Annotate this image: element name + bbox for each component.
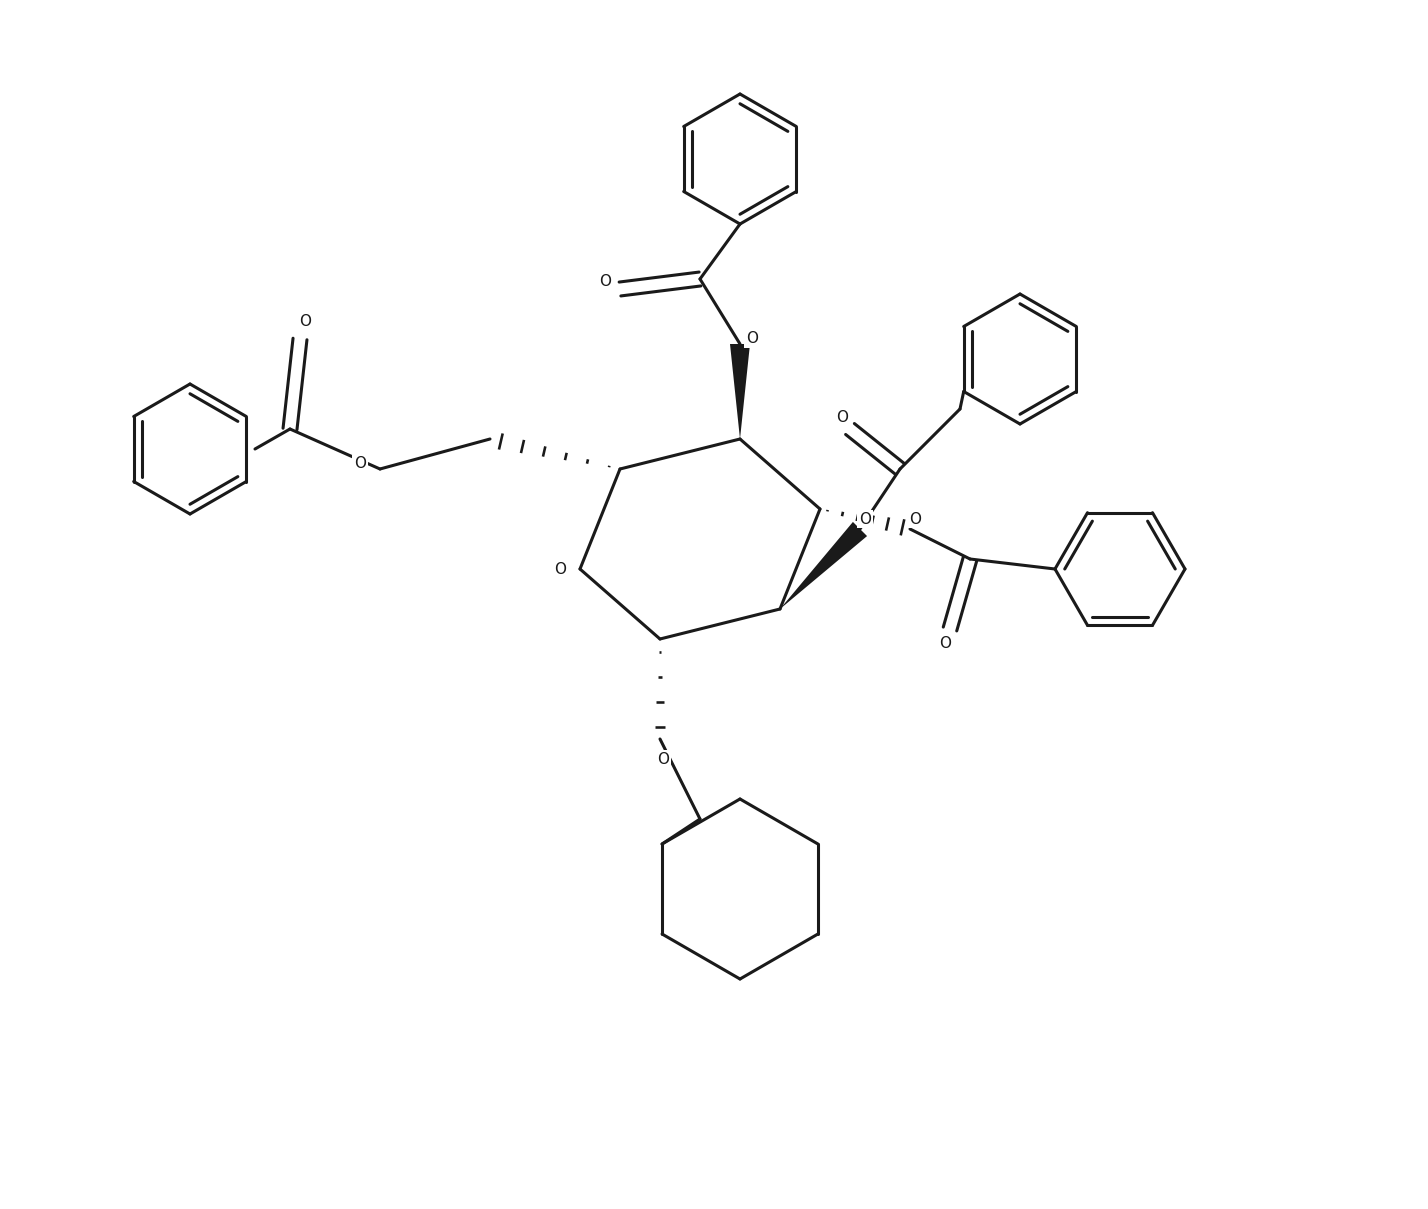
- Text: O: O: [910, 511, 921, 526]
- Text: O: O: [657, 752, 668, 767]
- Text: O: O: [354, 457, 366, 472]
- Polygon shape: [780, 522, 867, 609]
- Polygon shape: [730, 345, 750, 439]
- Text: O: O: [745, 331, 758, 347]
- Text: O: O: [598, 273, 611, 289]
- Text: O: O: [298, 313, 311, 329]
- Text: O: O: [554, 561, 565, 577]
- Text: O: O: [835, 410, 848, 424]
- Text: O: O: [860, 511, 871, 526]
- Text: O: O: [940, 636, 951, 652]
